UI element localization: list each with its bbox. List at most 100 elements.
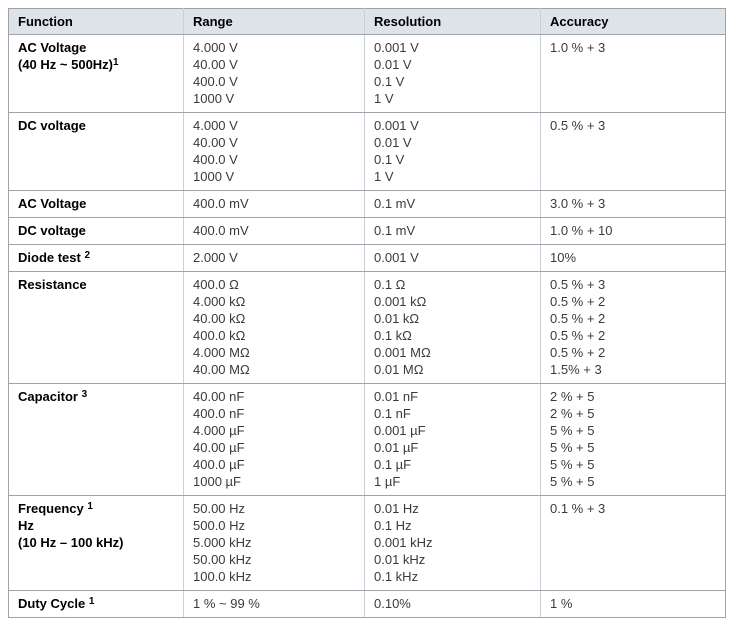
range-cell: 2.000 V	[183, 244, 365, 272]
range-value: 500.0 Hz	[193, 518, 246, 533]
range-value: 40.00 V	[193, 57, 238, 72]
resolution-value: 0.1 Hz	[374, 518, 412, 533]
resolution-value: 0.1 kΩ	[374, 328, 412, 343]
accuracy-cell: 0.5 % + 3 0.5 % + 2 0.5 % + 2 0.5 % + 2 0.5 …	[540, 271, 726, 384]
footnote-marker: 1	[88, 596, 95, 607]
column-header-accuracy: Accuracy	[540, 8, 726, 35]
function-name-text: (10 Hz – 100 kHz)	[18, 535, 124, 550]
resolution-value: 0.01 V	[374, 135, 412, 150]
accuracy-value: 2 % + 5	[550, 389, 595, 404]
column-header-function: Function	[8, 8, 184, 35]
function-cell: Diode test 2	[8, 244, 184, 272]
range-value: 400.0 mV	[193, 196, 249, 211]
range-cell: 1 % ~ 99 %	[183, 590, 365, 618]
range-value: 400.0 kΩ	[193, 328, 246, 343]
accuracy-cell: 1.0 % + 3	[540, 34, 726, 113]
range-cell: 4.000 V 40.00 V 400.0 V 1000 V	[183, 112, 365, 191]
function-name-line: Capacitor 3	[18, 388, 177, 405]
function-cell: Duty Cycle 1	[8, 590, 184, 618]
range-value: 4.000 MΩ	[193, 345, 250, 360]
spec-row: AC Voltage (40 Hz ~ 500Hz)1 4.000 V 40.00 V…	[8, 34, 726, 113]
resolution-cell: 0.1 mV	[364, 217, 541, 245]
accuracy-cell: 10%	[540, 244, 726, 272]
range-value: 1000 µF	[193, 474, 241, 489]
function-cell: Capacitor 3	[8, 383, 184, 496]
function-name-line: Frequency 1	[18, 500, 177, 517]
function-cell: DC voltage	[8, 112, 184, 191]
range-cell: 40.00 nF 400.0 nF 4.000 µF 40.00 µF 400.0 µF…	[183, 383, 365, 496]
spec-row: Resistance 400.0 Ω 4.000 kΩ 40.00 kΩ 400.0 k…	[8, 271, 726, 384]
resolution-value: 0.1 mV	[374, 223, 416, 238]
resolution-cell: 0.1 mV	[364, 190, 541, 218]
resolution-value: 0.1 kHz	[374, 569, 419, 584]
range-value: 400.0 mV	[193, 223, 249, 238]
accuracy-value: 5 % + 5	[550, 457, 595, 472]
function-name-line: Duty Cycle 1	[18, 595, 177, 612]
footnote-marker: 2	[84, 250, 91, 261]
function-name-text: Hz	[18, 518, 34, 533]
accuracy-value: 0.5 % + 2	[550, 345, 606, 360]
resolution-value: 0.01 µF	[374, 440, 419, 455]
function-name-line: (40 Hz ~ 500Hz)1	[18, 56, 177, 73]
accuracy-value: 0.1 % + 3	[550, 501, 606, 516]
accuracy-value: 2 % + 5	[550, 406, 595, 421]
function-name-line: Hz	[18, 517, 177, 534]
column-header-resolution: Resolution	[364, 8, 541, 35]
accuracy-value: 0.5 % + 2	[550, 294, 606, 309]
accuracy-cell: 1.0 % + 10	[540, 217, 726, 245]
resolution-value: 0.01 kΩ	[374, 311, 420, 326]
function-name-line: DC voltage	[18, 117, 177, 134]
accuracy-cell: 2 % + 5 2 % + 5 5 % + 5 5 % + 5 5 % + 5 5 % +…	[540, 383, 726, 496]
range-cell: 400.0 mV	[183, 190, 365, 218]
function-name-text: AC Voltage	[18, 40, 87, 55]
spec-row: Capacitor 3 40.00 nF 400.0 nF 4.000 µF 40.00…	[8, 383, 726, 496]
footnote-marker: 1	[87, 501, 93, 512]
accuracy-cell: 0.5 % + 3	[540, 112, 726, 191]
spec-row: DC voltage 4.000 V 40.00 V 400.0 V 1000 V 0.0…	[8, 112, 726, 191]
range-value: 50.00 Hz	[193, 501, 246, 516]
range-value: 40.00 µF	[193, 440, 245, 455]
range-value: 4.000 V	[193, 40, 238, 55]
range-value: 400.0 Ω	[193, 277, 239, 292]
resolution-value: 0.01 Hz	[374, 501, 419, 516]
accuracy-value: 10%	[550, 250, 577, 265]
range-value: 1 % ~ 99 %	[193, 596, 260, 611]
function-name-line: Resistance	[18, 276, 177, 293]
resolution-value: 1 µF	[374, 474, 401, 489]
function-name-line: (10 Hz – 100 kHz)	[18, 534, 177, 551]
table-body: AC Voltage (40 Hz ~ 500Hz)1 4.000 V 40.00 V…	[8, 34, 726, 618]
footnote-marker: 1	[113, 57, 119, 68]
accuracy-value: 1.0 % + 3	[550, 40, 606, 55]
resolution-value: 0.1 mV	[374, 196, 416, 211]
resolution-value: 0.001 V	[374, 250, 419, 265]
accuracy-value: 5 % + 5	[550, 423, 595, 438]
resolution-value: 0.1 nF	[374, 406, 411, 421]
accuracy-value: 5 % + 5	[550, 440, 595, 455]
range-value: 4.000 kΩ	[193, 294, 246, 309]
header-row: Function Range Resolution Accuracy	[8, 8, 726, 35]
range-value: 40.00 kΩ	[193, 311, 246, 326]
function-name-text: Capacitor	[18, 389, 82, 404]
range-value: 40.00 V	[193, 135, 238, 150]
resolution-cell: 0.001 V 0.01 V 0.1 V 1 V	[364, 34, 541, 113]
function-name-text: Diode test	[18, 250, 85, 265]
resolution-value: 0.01 MΩ	[374, 362, 424, 377]
accuracy-value: 0.5 % + 3	[550, 277, 606, 292]
function-name-text: (40 Hz ~ 500Hz)	[18, 57, 114, 72]
accuracy-value: 1.5% + 3	[550, 362, 602, 377]
range-value: 1000 V	[193, 169, 235, 184]
accuracy-value: 0.5 % + 2	[550, 328, 606, 343]
function-cell: Resistance	[8, 271, 184, 384]
range-value: 400.0 V	[193, 74, 238, 89]
range-value: 5.000 kHz	[193, 535, 252, 550]
resolution-cell: 0.01 nF 0.1 nF 0.001 µF 0.01 µF 0.1 µF 1 µF	[364, 383, 541, 496]
range-value: 1000 V	[193, 91, 235, 106]
spec-row: Duty Cycle 1 1 % ~ 99 % 0.10% 1 %	[8, 590, 726, 618]
resolution-value: 0.01 kHz	[374, 552, 426, 567]
accuracy-value: 3.0 % + 3	[550, 196, 606, 211]
function-name-text: Duty Cycle	[18, 596, 89, 611]
range-cell: 4.000 V 40.00 V 400.0 V 1000 V	[183, 34, 365, 113]
range-value: 400.0 µF	[193, 457, 245, 472]
resolution-value: 0.10%	[374, 596, 411, 611]
